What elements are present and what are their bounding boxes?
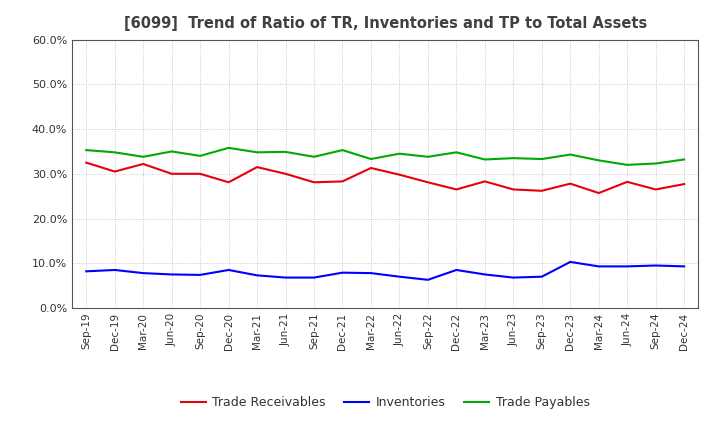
Trade Receivables bbox=[338, 179, 347, 184]
Trade Payables bbox=[595, 158, 603, 163]
Trade Payables bbox=[366, 156, 375, 161]
Trade Receivables bbox=[480, 179, 489, 184]
Title: [6099]  Trend of Ratio of TR, Inventories and TP to Total Assets: [6099] Trend of Ratio of TR, Inventories… bbox=[124, 16, 647, 32]
Inventories bbox=[167, 272, 176, 277]
Line: Inventories: Inventories bbox=[86, 262, 684, 280]
Inventories bbox=[310, 275, 318, 280]
Trade Receivables bbox=[82, 160, 91, 165]
Inventories bbox=[338, 270, 347, 275]
Inventories bbox=[452, 268, 461, 273]
Trade Payables bbox=[282, 149, 290, 154]
Inventories bbox=[366, 271, 375, 276]
Trade Payables bbox=[225, 145, 233, 150]
Legend: Trade Receivables, Inventories, Trade Payables: Trade Receivables, Inventories, Trade Pa… bbox=[176, 392, 595, 414]
Inventories bbox=[253, 273, 261, 278]
Trade Payables bbox=[652, 161, 660, 166]
Inventories bbox=[623, 264, 631, 269]
Inventories bbox=[139, 271, 148, 276]
Trade Receivables bbox=[282, 171, 290, 176]
Line: Trade Payables: Trade Payables bbox=[86, 148, 684, 165]
Inventories bbox=[537, 274, 546, 279]
Inventories bbox=[595, 264, 603, 269]
Trade Payables bbox=[623, 162, 631, 168]
Trade Payables bbox=[338, 147, 347, 153]
Trade Payables bbox=[196, 153, 204, 158]
Line: Trade Receivables: Trade Receivables bbox=[86, 163, 684, 193]
Trade Payables bbox=[110, 150, 119, 155]
Trade Payables bbox=[167, 149, 176, 154]
Inventories bbox=[82, 269, 91, 274]
Trade Receivables bbox=[452, 187, 461, 192]
Trade Receivables bbox=[423, 180, 432, 185]
Inventories bbox=[225, 268, 233, 273]
Trade Receivables bbox=[595, 191, 603, 196]
Trade Receivables bbox=[225, 180, 233, 185]
Trade Receivables bbox=[110, 169, 119, 174]
Trade Receivables bbox=[652, 187, 660, 192]
Trade Receivables bbox=[366, 165, 375, 171]
Trade Receivables bbox=[167, 171, 176, 176]
Trade Payables bbox=[480, 157, 489, 162]
Trade Receivables bbox=[253, 165, 261, 170]
Trade Payables bbox=[509, 155, 518, 161]
Trade Receivables bbox=[623, 179, 631, 184]
Trade Payables bbox=[253, 150, 261, 155]
Inventories bbox=[196, 272, 204, 278]
Trade Receivables bbox=[310, 180, 318, 185]
Trade Payables bbox=[82, 147, 91, 153]
Inventories bbox=[509, 275, 518, 280]
Inventories bbox=[395, 274, 404, 279]
Trade Receivables bbox=[395, 172, 404, 177]
Trade Receivables bbox=[680, 181, 688, 187]
Trade Payables bbox=[566, 152, 575, 157]
Inventories bbox=[652, 263, 660, 268]
Inventories bbox=[680, 264, 688, 269]
Trade Payables bbox=[452, 150, 461, 155]
Inventories bbox=[566, 259, 575, 264]
Trade Payables bbox=[139, 154, 148, 159]
Trade Receivables bbox=[509, 187, 518, 192]
Inventories bbox=[423, 277, 432, 282]
Trade Receivables bbox=[537, 188, 546, 194]
Inventories bbox=[110, 268, 119, 273]
Trade Payables bbox=[680, 157, 688, 162]
Inventories bbox=[282, 275, 290, 280]
Trade Payables bbox=[395, 151, 404, 156]
Trade Payables bbox=[310, 154, 318, 159]
Trade Payables bbox=[537, 156, 546, 161]
Trade Payables bbox=[423, 154, 432, 159]
Trade Receivables bbox=[139, 161, 148, 167]
Trade Receivables bbox=[566, 181, 575, 186]
Trade Receivables bbox=[196, 171, 204, 176]
Inventories bbox=[480, 272, 489, 277]
